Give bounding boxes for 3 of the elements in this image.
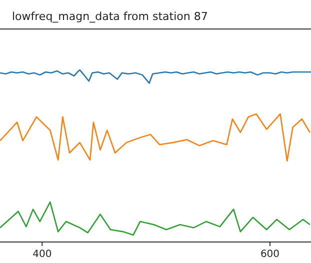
chart-title: lowfreq_magn_data from station 87	[12, 10, 208, 23]
x-tick-label: 400	[32, 249, 52, 260]
x-tick-label: 600	[260, 249, 280, 260]
